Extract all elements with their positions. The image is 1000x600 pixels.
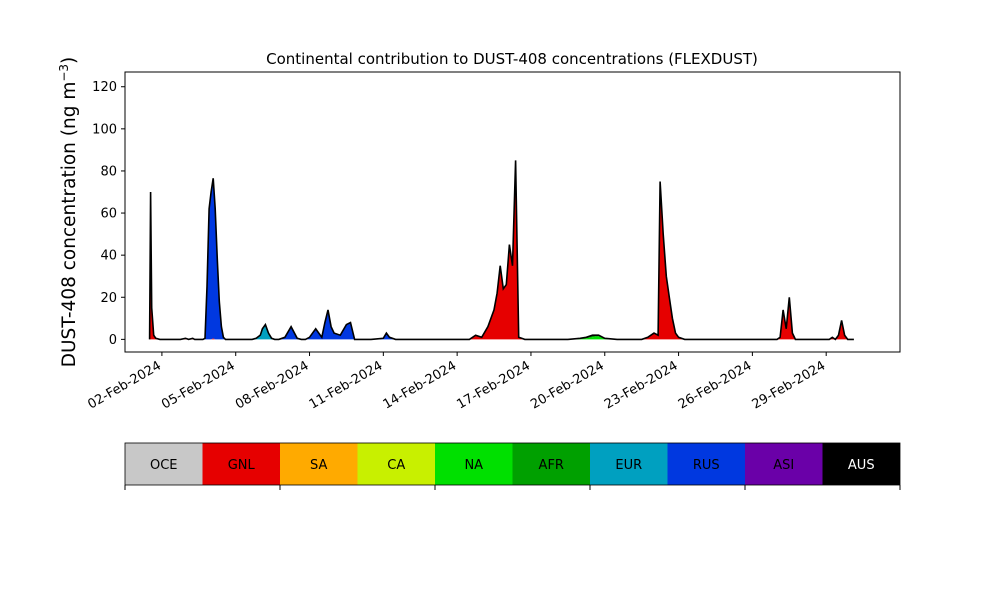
legend-swatch-sa	[280, 443, 358, 485]
legend-label-ca: CA	[387, 458, 405, 473]
legend-swatch-na	[435, 443, 513, 485]
legend-swatch-rus	[667, 443, 745, 485]
legend-label-aus: AUS	[848, 458, 875, 473]
legend-label-asi: ASI	[773, 458, 794, 473]
x-tick-label: 20-Feb-2024	[528, 358, 607, 412]
legend-label-eur: EUR	[615, 458, 642, 473]
legend-swatch-oce	[125, 443, 203, 485]
plot-frame	[124, 71, 901, 353]
x-tick-label: 17-Feb-2024	[454, 358, 533, 412]
x-tick-label: 23-Feb-2024	[602, 358, 681, 412]
y-tick-label: 60	[100, 207, 117, 222]
x-tick-label: 08-Feb-2024	[233, 358, 312, 412]
y-axis-label-superscript: −3	[57, 64, 71, 82]
y-tick-label: 0	[109, 333, 117, 348]
y-tick-label: 80	[100, 164, 117, 179]
legend-swatch-ca	[357, 443, 435, 485]
legend-label-oce: OCE	[150, 458, 178, 473]
chart-title: Continental contribution to DUST-408 con…	[266, 50, 758, 68]
x-tick-label: 11-Feb-2024	[307, 358, 386, 412]
legend-label-na: NA	[464, 458, 483, 473]
total-concentration-line	[148, 160, 854, 341]
x-tick-label: 05-Feb-2024	[159, 358, 238, 412]
x-tick-label: 29-Feb-2024	[750, 358, 829, 412]
legend-label-rus: RUS	[693, 458, 720, 473]
y-axis-label: DUST-408 concentration (ng m−3)	[57, 57, 80, 368]
y-axis-label-main: DUST-408 concentration (ng m	[59, 82, 80, 368]
legend-frame	[124, 442, 901, 486]
legend-label-gnl: GNL	[228, 458, 256, 473]
area-rus	[149, 160, 854, 340]
y-tick-label: 20	[100, 291, 117, 306]
legend-swatch-gnl	[202, 443, 280, 485]
x-tick-label: 02-Feb-2024	[85, 358, 164, 412]
legend-swatch-eur	[590, 443, 668, 485]
y-tick-label: 40	[100, 249, 117, 264]
plot-area	[148, 160, 854, 341]
y-tick-label: 120	[92, 80, 117, 95]
legend-colorbar: OCE GNL SA CA NA AFR EUR RUS ASI AUS	[124, 442, 901, 490]
y-axis: 0 20 40 60 80 100 120	[92, 80, 125, 348]
legend-label-afr: AFR	[539, 458, 564, 473]
y-tick-label: 100	[92, 122, 117, 137]
y-axis-label-close: )	[59, 57, 80, 64]
svg-text:DUST-408 concentration (ng m−3: DUST-408 concentration (ng m−3)	[57, 57, 80, 368]
x-axis: 02-Feb-202405-Feb-202408-Feb-202411-Feb-…	[85, 352, 828, 412]
area-gnl	[149, 160, 854, 340]
legend-swatch-aus	[822, 443, 900, 485]
x-tick-label: 26-Feb-2024	[676, 358, 755, 412]
x-tick-label: 14-Feb-2024	[381, 358, 460, 412]
legend-swatch-afr	[512, 443, 590, 485]
legend-label-sa: SA	[310, 458, 327, 473]
legend-swatch-asi	[745, 443, 823, 485]
